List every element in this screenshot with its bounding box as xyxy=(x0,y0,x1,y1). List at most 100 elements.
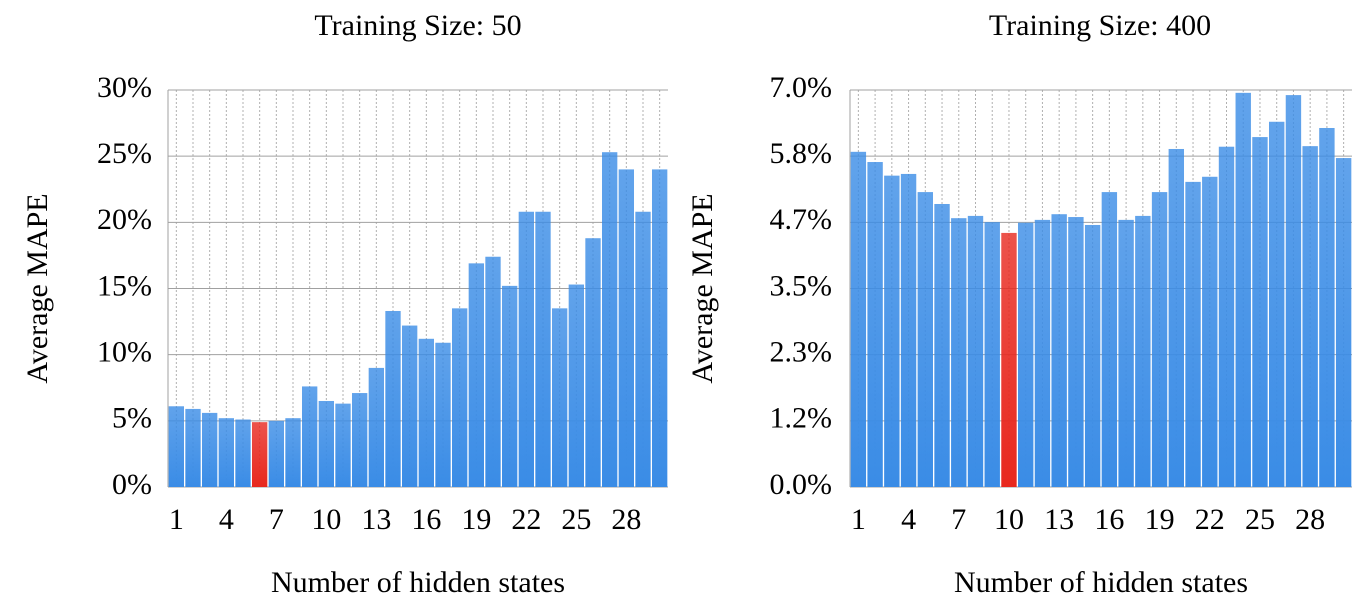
bar xyxy=(652,169,668,487)
bar xyxy=(1285,95,1302,488)
bar xyxy=(1118,219,1134,487)
x-tick-label: 7 xyxy=(269,503,284,536)
x-tick-label: 13 xyxy=(361,503,391,536)
bar xyxy=(1218,146,1235,487)
bar xyxy=(1235,92,1251,487)
x-tick-label: 1 xyxy=(169,503,184,536)
bar xyxy=(435,342,451,487)
chart-title: Training Size: 400 xyxy=(989,9,1211,42)
x-tick-label: 19 xyxy=(461,503,491,536)
bar xyxy=(1319,127,1335,488)
bar xyxy=(585,238,601,487)
bar xyxy=(867,162,883,487)
bar xyxy=(535,211,551,487)
bar xyxy=(252,422,268,487)
bar xyxy=(1001,232,1017,487)
x-tick-label: 25 xyxy=(1245,503,1275,536)
x-tick-label: 16 xyxy=(1094,503,1124,536)
y-axis-label: Average MAPE xyxy=(21,193,54,383)
bar xyxy=(1101,192,1118,488)
bar xyxy=(967,215,984,488)
x-tick-label: 25 xyxy=(561,503,591,536)
bar xyxy=(1051,214,1067,487)
bar xyxy=(984,222,1000,487)
bar xyxy=(335,403,351,487)
y-tick-label: 4.7% xyxy=(770,203,833,236)
bar xyxy=(552,308,568,487)
bar xyxy=(368,367,384,487)
bar xyxy=(502,285,518,487)
bar xyxy=(218,418,234,487)
y-tick-label: 5.8% xyxy=(770,137,833,170)
y-tick-label: 20% xyxy=(97,203,152,236)
x-axis-label: Number of hidden states xyxy=(271,566,565,599)
x-tick-label: 4 xyxy=(219,503,234,536)
bar xyxy=(468,263,484,487)
bar xyxy=(1202,176,1218,487)
bar xyxy=(385,310,401,487)
x-tick-label: 13 xyxy=(1044,503,1074,536)
y-tick-label: 3.5% xyxy=(770,269,833,302)
bar xyxy=(1168,148,1184,488)
bar xyxy=(1269,121,1285,487)
bar xyxy=(302,386,318,487)
bar xyxy=(1068,217,1084,488)
bar xyxy=(268,420,284,487)
x-tick-label: 22 xyxy=(1195,503,1225,536)
chart-title: Training Size: 50 xyxy=(314,9,521,42)
y-tick-label: 2.3% xyxy=(770,336,833,369)
bar xyxy=(1084,224,1101,488)
bar xyxy=(1018,222,1034,487)
bar xyxy=(285,418,301,487)
y-tick-label: 15% xyxy=(97,269,152,302)
bar xyxy=(568,284,584,487)
bar xyxy=(951,218,967,487)
y-tick-label: 0.0% xyxy=(770,468,833,501)
x-tick-label: 10 xyxy=(311,503,341,536)
x-tick-label: 7 xyxy=(951,503,966,536)
x-axis-label: Number of hidden states xyxy=(954,566,1248,599)
x-tick-label: 19 xyxy=(1145,503,1175,536)
bar xyxy=(850,151,867,487)
bar xyxy=(202,412,218,487)
bar xyxy=(1335,158,1352,488)
bar xyxy=(185,408,201,487)
bar xyxy=(485,256,501,487)
bar xyxy=(884,175,900,488)
bar xyxy=(917,192,933,488)
bar xyxy=(402,325,418,487)
bar xyxy=(1302,146,1318,487)
y-tick-label: 1.2% xyxy=(770,402,833,435)
bar xyxy=(1185,181,1201,487)
bar xyxy=(352,393,368,487)
x-tick-label: 4 xyxy=(901,503,916,536)
bar xyxy=(452,308,468,487)
bar xyxy=(418,338,434,487)
bar xyxy=(1034,219,1051,487)
y-tick-label: 25% xyxy=(97,137,152,170)
x-tick-label: 10 xyxy=(994,503,1024,536)
bar xyxy=(1252,137,1268,487)
y-tick-label: 0% xyxy=(112,468,152,501)
bar xyxy=(168,406,184,487)
bar xyxy=(618,169,634,487)
y-tick-label: 30% xyxy=(97,71,152,104)
bar xyxy=(318,400,334,487)
y-tick-label: 5% xyxy=(112,402,152,435)
y-tick-label: 10% xyxy=(97,336,152,369)
bar xyxy=(1135,215,1151,488)
y-tick-label: 7.0% xyxy=(770,71,833,104)
x-tick-label: 28 xyxy=(1295,503,1325,536)
bar xyxy=(900,173,917,488)
bar xyxy=(1151,192,1168,488)
x-tick-label: 1 xyxy=(851,503,866,536)
bar xyxy=(934,203,950,487)
x-tick-label: 16 xyxy=(411,503,441,536)
y-axis-label: Average MAPE xyxy=(686,193,719,383)
x-tick-label: 22 xyxy=(511,503,541,536)
bar xyxy=(635,211,651,487)
bar xyxy=(235,419,251,487)
bar xyxy=(518,211,534,487)
bar xyxy=(602,152,618,488)
